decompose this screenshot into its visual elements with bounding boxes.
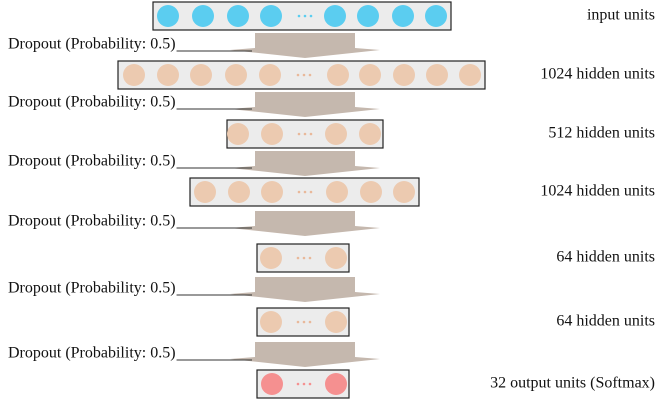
- layer-label: 32 output units (Softmax): [490, 375, 655, 392]
- unit: [325, 311, 347, 333]
- layer-label: 1024 hidden units: [540, 66, 655, 83]
- unit: [325, 247, 347, 269]
- unit: [157, 64, 179, 86]
- ellipsis-dot: [309, 132, 313, 136]
- dropout-label: Dropout (Probability: 0.5): [8, 345, 176, 362]
- unit: [357, 5, 379, 27]
- unit: [261, 123, 283, 145]
- dropout-label: Dropout (Probability: 0.5): [8, 213, 176, 230]
- dropout-label: Dropout (Probability: 0.5): [8, 280, 176, 297]
- dropout-arrow: [230, 211, 380, 236]
- dropout-label: Dropout (Probability: 0.5): [8, 153, 176, 170]
- ellipsis-dot: [302, 382, 306, 386]
- unit: [259, 64, 281, 86]
- unit: [393, 181, 415, 203]
- dropout-arrow: [230, 342, 380, 367]
- ellipsis-dot: [296, 256, 300, 260]
- unit: [228, 181, 250, 203]
- unit: [324, 5, 346, 27]
- unit: [225, 64, 247, 86]
- unit: [123, 64, 145, 86]
- unit: [359, 64, 381, 86]
- unit: [194, 181, 216, 203]
- layer-label: 64 hidden units: [556, 249, 655, 266]
- ellipsis-dot: [308, 256, 312, 260]
- dropout-arrow: [230, 33, 380, 58]
- ellipsis-dot: [303, 190, 307, 194]
- ellipsis-dot: [297, 190, 301, 194]
- layer-label: 1024 hidden units: [540, 183, 655, 200]
- ellipsis-dot: [309, 190, 313, 194]
- ellipsis-dot: [297, 132, 301, 136]
- ellipsis-dot: [303, 132, 307, 136]
- ellipsis-dot: [308, 73, 312, 77]
- dropout-label: Dropout (Probability: 0.5): [8, 36, 176, 53]
- ellipsis-dot: [303, 14, 307, 18]
- ellipsis-dot: [309, 14, 313, 18]
- unit: [425, 5, 447, 27]
- unit: [459, 64, 481, 86]
- unit: [360, 181, 382, 203]
- unit: [227, 123, 249, 145]
- ellipsis-dot: [296, 320, 300, 324]
- ellipsis-dot: [302, 320, 306, 324]
- ellipsis-dot: [297, 14, 301, 18]
- ellipsis-dot: [308, 320, 312, 324]
- unit: [327, 64, 349, 86]
- unit: [392, 5, 414, 27]
- dropout-arrow: [230, 151, 380, 176]
- unit: [393, 64, 415, 86]
- ellipsis-dot: [302, 73, 306, 77]
- unit: [261, 373, 283, 395]
- layer-label: input units: [587, 7, 655, 24]
- ellipsis-dot: [296, 382, 300, 386]
- unit: [326, 181, 348, 203]
- unit: [260, 247, 282, 269]
- unit: [426, 64, 448, 86]
- unit: [190, 64, 212, 86]
- unit: [261, 181, 283, 203]
- dropout-label: Dropout (Probability: 0.5): [8, 94, 176, 111]
- unit: [325, 373, 347, 395]
- unit: [260, 311, 282, 333]
- ellipsis-dot: [308, 382, 312, 386]
- layer-label: 64 hidden units: [556, 313, 655, 330]
- ellipsis-dot: [302, 256, 306, 260]
- layer-box: [117, 60, 486, 90]
- unit: [227, 5, 249, 27]
- unit: [260, 5, 282, 27]
- unit: [157, 5, 179, 27]
- dropout-arrow: [230, 277, 380, 302]
- layer-label: 512 hidden units: [548, 125, 655, 142]
- unit: [192, 5, 214, 27]
- unit: [325, 123, 347, 145]
- dropout-arrow: [230, 92, 380, 117]
- ellipsis-dot: [296, 73, 300, 77]
- unit: [359, 123, 381, 145]
